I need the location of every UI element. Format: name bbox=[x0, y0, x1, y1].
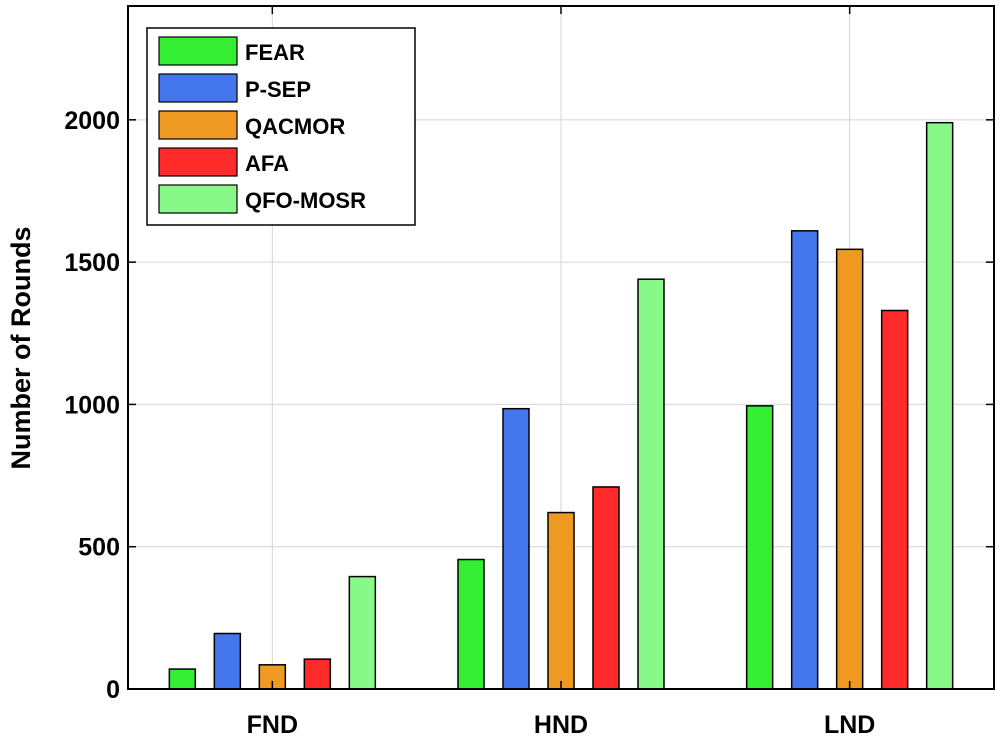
legend-swatch-qfo-mosr bbox=[158, 184, 238, 214]
bar-fear bbox=[745, 405, 774, 690]
x-tick-label: HND bbox=[534, 711, 588, 739]
y-tick-label: 500 bbox=[78, 534, 120, 562]
legend-swatch-qacmor bbox=[158, 110, 238, 140]
bar-qacmor bbox=[835, 248, 864, 690]
x-tick-label: FND bbox=[247, 711, 298, 739]
y-tick-label: 2000 bbox=[64, 107, 120, 135]
bar-p-sep bbox=[502, 407, 530, 690]
bar-series bbox=[168, 121, 954, 690]
y-tick-label: 1500 bbox=[64, 249, 120, 277]
legend-label-p-sep: P-SEP bbox=[245, 77, 311, 102]
bar-afa bbox=[303, 658, 332, 690]
y-axis-ticks: 0 500 1000 1500 2000 bbox=[64, 107, 994, 704]
x-tick-label: LND bbox=[824, 711, 875, 739]
bar-afa bbox=[592, 486, 620, 690]
legend-label-qfo-mosr: QFO-MOSR bbox=[245, 188, 366, 213]
legend-label-fear: FEAR bbox=[245, 40, 305, 65]
y-tick-label: 1000 bbox=[64, 391, 120, 419]
legend-swatch-p-sep bbox=[158, 73, 238, 103]
bar-fear bbox=[168, 668, 197, 690]
bar-qfo-mosr bbox=[925, 121, 954, 690]
y-axis-label: Number of Rounds bbox=[6, 227, 36, 470]
bar-qacmor bbox=[547, 511, 575, 690]
bar-p-sep bbox=[213, 632, 242, 690]
legend: FEAR P-SEP QACMOR AFA QFO-MOSR bbox=[146, 27, 416, 226]
legend-swatch-afa bbox=[158, 147, 238, 177]
bar-p-sep bbox=[790, 230, 819, 690]
legend-swatch-fear bbox=[158, 36, 238, 66]
bar-afa bbox=[880, 309, 909, 690]
bar-fear bbox=[457, 558, 485, 690]
x-axis-ticks: FND HND LND bbox=[247, 6, 875, 739]
y-tick-label: 0 bbox=[106, 676, 120, 704]
legend-label-qacmor: QACMOR bbox=[245, 114, 345, 139]
bar-qfo-mosr bbox=[348, 575, 377, 690]
legend-label-afa: AFA bbox=[245, 151, 289, 176]
bar-qfo-mosr bbox=[637, 278, 665, 690]
